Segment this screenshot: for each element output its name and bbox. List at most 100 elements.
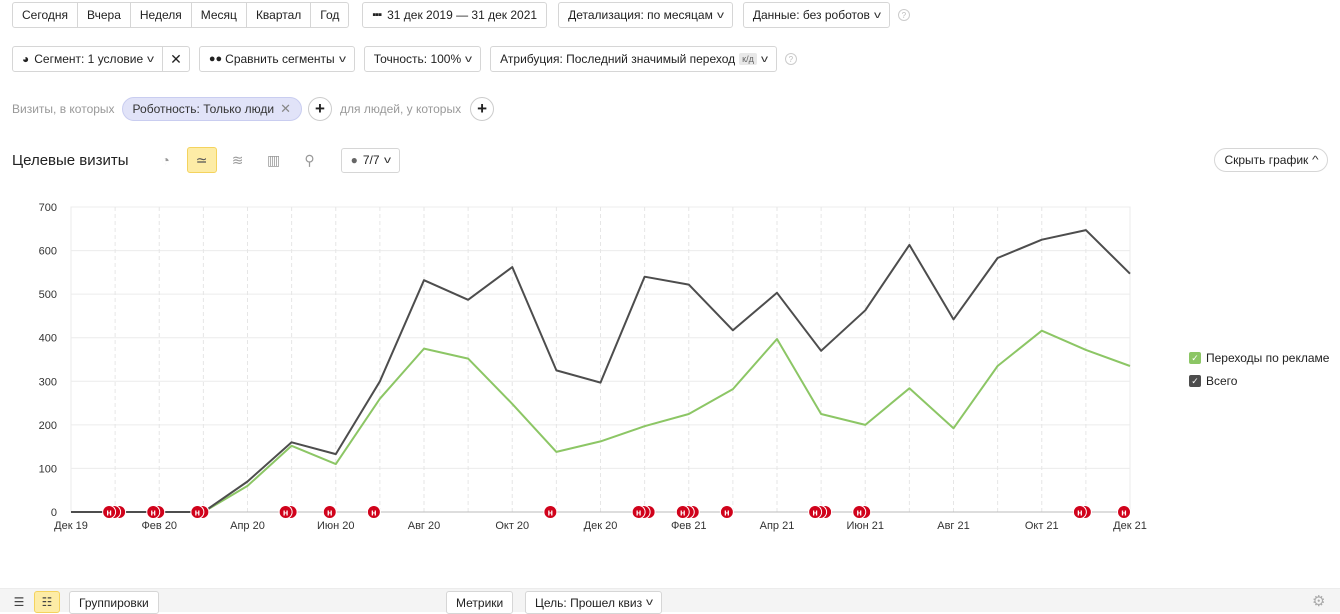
series-line-total	[71, 229, 1131, 513]
report-header: Целевые визиты ◔ ≃ ≋ ▥ ⚲ ● 7/7 v Скрыть …	[12, 147, 1328, 173]
toolbar-row-2: ◕ Сегмент: 1 условие v ✕ ●● Сравнить сег…	[12, 46, 1340, 72]
calendar-icon: ▪▪▪	[372, 9, 382, 21]
x-tick-label: Апр 20	[230, 520, 265, 532]
note-marker-label: н	[636, 508, 641, 518]
help-icon[interactable]: ?	[897, 9, 910, 21]
chip-label: Роботность: Только люди	[132, 102, 275, 116]
chevron-up-icon: ^	[1312, 154, 1319, 166]
line-chart-icon[interactable]: ≃	[186, 147, 217, 173]
detail-label: Детализация: по месяцам	[568, 8, 713, 22]
chevron-down-icon: v	[760, 53, 768, 65]
line-chart: 0 100 200 300 400 500 600 700 Дек 19 Фев 20 Апр 20…	[39, 202, 1147, 532]
add-visit-filter-button[interactable]: +	[308, 97, 332, 121]
period-quarter-button[interactable]: Квартал	[245, 2, 312, 28]
chart-type-switcher: ◔ ≃ ≋ ▥ ⚲	[151, 147, 331, 173]
x-tick-label: Окт 20	[495, 520, 529, 532]
date-range-button[interactable]: ▪▪▪ 31 дек 2019 — 31 дек 2021	[362, 2, 548, 28]
note-marker	[278, 505, 293, 519]
toolbar-row-1: Сегодня Вчера Неделя Месяц Квартал Год ▪…	[12, 2, 1340, 28]
x-tick-label: Фев 20	[141, 520, 177, 532]
tree-view-icon[interactable]: ☷	[34, 591, 60, 613]
add-people-filter-button[interactable]: +	[470, 97, 495, 121]
period-yesterday-button[interactable]: Вчера	[77, 2, 131, 28]
page-title: Целевые визиты	[12, 151, 129, 169]
note-marker-label: н	[680, 508, 685, 518]
y-tick-label: 500	[39, 289, 57, 301]
map-pin-icon[interactable]: ⚲	[304, 151, 315, 168]
segment-dropdown[interactable]: ◕ Сегмент: 1 условие v	[12, 46, 164, 72]
comment-icon: ●	[350, 153, 358, 167]
people-filter-label: для людей, у которых	[340, 102, 462, 116]
groupings-button[interactable]: Группировки	[69, 591, 159, 614]
note-marker-label: н	[151, 508, 156, 518]
note-marker-label: н	[371, 508, 376, 518]
note-marker-label: н	[812, 508, 817, 518]
chart-legend: ✓ Переходы по рекламе ✓ Всего	[1189, 351, 1329, 397]
x-tick-label: Дек 19	[54, 520, 88, 532]
chevron-down-icon: v	[147, 53, 155, 65]
notes-dropdown[interactable]: ● 7/7 v	[340, 147, 400, 173]
series-line-ads	[71, 329, 1131, 513]
attribution-badge: к/д	[739, 53, 757, 65]
note-marker	[852, 505, 867, 519]
chevron-down-icon: v	[383, 154, 391, 166]
y-tick-label: 300	[39, 376, 57, 388]
goal-dropdown[interactable]: Цель: Прошел квиз v	[525, 591, 663, 614]
period-selector: Сегодня Вчера Неделя Месяц Квартал Год	[12, 2, 350, 28]
clear-segment-button[interactable]: ✕	[162, 46, 190, 72]
detail-dropdown[interactable]: Детализация: по месяцам v	[558, 2, 733, 28]
note-marker	[719, 505, 734, 519]
period-today-button[interactable]: Сегодня	[12, 2, 78, 28]
metrics-button[interactable]: Метрики	[446, 591, 514, 614]
chevron-down-icon: v	[465, 53, 473, 65]
goal-label: Цель: Прошел квиз	[535, 595, 643, 610]
drops-icon: ●●	[208, 53, 223, 65]
chevron-down-icon: v	[646, 597, 654, 608]
note-marker	[543, 505, 558, 519]
pie-chart-icon[interactable]: ◔	[161, 152, 170, 168]
pie-icon: ◕	[22, 52, 30, 66]
legend-label: Переходы по рекламе	[1206, 351, 1330, 365]
note-marker-label: н	[857, 508, 862, 518]
legend-item-ads[interactable]: ✓ Переходы по рекламе	[1189, 351, 1329, 365]
gear-icon[interactable]: ⚙	[1312, 593, 1326, 610]
period-year-button[interactable]: Год	[310, 2, 350, 28]
note-marker-label: н	[1077, 508, 1082, 518]
close-icon[interactable]: ✕	[280, 101, 291, 116]
area-chart-icon[interactable]: ≋	[231, 151, 244, 168]
compare-segments-dropdown[interactable]: ●● Сравнить сегменты v	[198, 46, 355, 72]
period-week-button[interactable]: Неделя	[129, 2, 192, 28]
note-marker-label: н	[283, 508, 288, 518]
data-dropdown[interactable]: Данные: без роботов v	[742, 2, 890, 28]
notes-count: 7/7	[362, 153, 380, 167]
note-marker	[366, 505, 381, 519]
x-tick-label: Апр 21	[760, 520, 795, 532]
note-marker-label: н	[327, 508, 332, 518]
bottom-toolbar: ☰ ☷ Группировки Метрики Цель: Прошел кви…	[0, 588, 1340, 614]
y-tick-label: 400	[39, 333, 57, 345]
period-month-button[interactable]: Месяц	[190, 2, 247, 28]
attribution-dropdown[interactable]: Атрибуция: Последний значимый переход к/…	[490, 46, 777, 72]
bar-chart-icon[interactable]: ▥	[266, 151, 281, 168]
x-tick-label: Дек 21	[1113, 520, 1147, 532]
note-marker	[1072, 505, 1087, 519]
y-tick-label: 700	[39, 202, 57, 214]
note-marker-label: н	[724, 508, 729, 518]
segment-control: ◕ Сегмент: 1 условие v ✕	[12, 46, 190, 72]
data-label: Данные: без роботов	[752, 8, 870, 22]
hide-chart-button[interactable]: Скрыть график ^	[1214, 148, 1328, 172]
checkbox-icon[interactable]: ✓	[1189, 375, 1201, 387]
robots-filter-chip[interactable]: Роботность: Только люди ✕	[121, 97, 302, 121]
note-marker	[1117, 505, 1131, 519]
legend-item-total[interactable]: ✓ Всего	[1189, 374, 1329, 388]
note-marker	[675, 505, 690, 519]
y-tick-label: 0	[51, 507, 57, 519]
help-icon[interactable]: ?	[784, 53, 797, 65]
accuracy-dropdown[interactable]: Точность: 100% v	[363, 46, 482, 72]
checkbox-icon[interactable]: ✓	[1189, 352, 1201, 364]
compare-label: Сравнить сегменты	[225, 52, 335, 66]
date-range-label: 31 дек 2019 — 31 дек 2021	[387, 8, 538, 22]
y-tick-label: 600	[39, 246, 57, 258]
note-marker	[322, 505, 337, 519]
list-view-icon[interactable]: ☰	[13, 595, 25, 609]
